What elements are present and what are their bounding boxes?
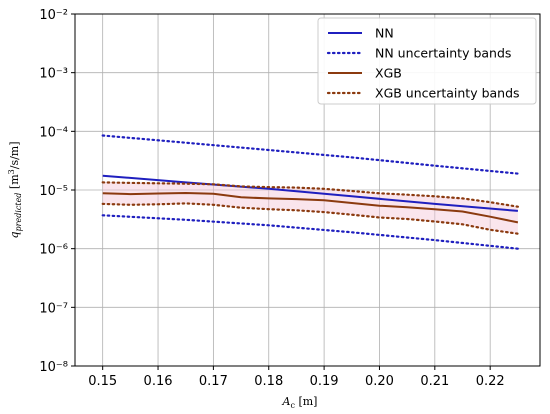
legend-label: XGB <box>375 66 402 81</box>
x-tick-label: 0.16 <box>144 374 173 389</box>
x-tick-label: 0.19 <box>310 374 339 389</box>
x-tick-label: 0.15 <box>88 374 117 389</box>
y-tick-label: 10⁻⁵ <box>39 184 68 199</box>
series-lines <box>101 134 520 250</box>
xgb-uncertainty-bands-line-lower <box>101 202 520 235</box>
y-axis-label: qpredicted [m3/s/m] <box>7 141 23 238</box>
x-tick-label: 0.20 <box>365 374 394 389</box>
x-axis-label: Ac [m] <box>282 395 318 410</box>
x-axis-ticks: 0.15 0.16 0.17 0.18 0.19 0.20 0.21 0.22 <box>88 366 505 389</box>
legend-label: NN uncertainty bands <box>375 46 511 61</box>
y-tick-label: 10⁻² <box>39 8 68 23</box>
x-tick-label: 0.21 <box>420 374 449 389</box>
legend-label: NN <box>375 26 394 41</box>
legend: NN NN uncertainty bands XGB XGB uncertainty… <box>317 17 537 105</box>
y-tick-label: 10⁻⁴ <box>39 125 68 140</box>
y-axis-ticks: 10⁻⁸ 10⁻⁷ 10⁻⁶ 10⁻⁵ 10⁻⁴ 10⁻³ 10⁻² <box>39 8 75 375</box>
y-tick-label: 10⁻⁷ <box>39 301 68 316</box>
nn-uncertainty-bands-line-lower <box>101 214 520 250</box>
xgb-line <box>102 191 519 224</box>
nn-line <box>102 174 518 212</box>
x-tick-label: 0.22 <box>476 374 505 389</box>
nn-uncertainty-bands-line-upper <box>101 134 520 175</box>
y-tick-label: 10⁻⁸ <box>39 360 68 375</box>
legend-box <box>317 17 537 105</box>
y-tick-label: 10⁻³ <box>39 67 68 82</box>
x-tick-label: 0.17 <box>199 374 228 389</box>
y-tick-label: 10⁻⁶ <box>39 243 68 258</box>
x-tick-label: 0.18 <box>254 374 283 389</box>
legend-label: XGB uncertainty bands <box>375 86 520 101</box>
xgb-uncertainty-bands-line-upper <box>101 181 520 208</box>
